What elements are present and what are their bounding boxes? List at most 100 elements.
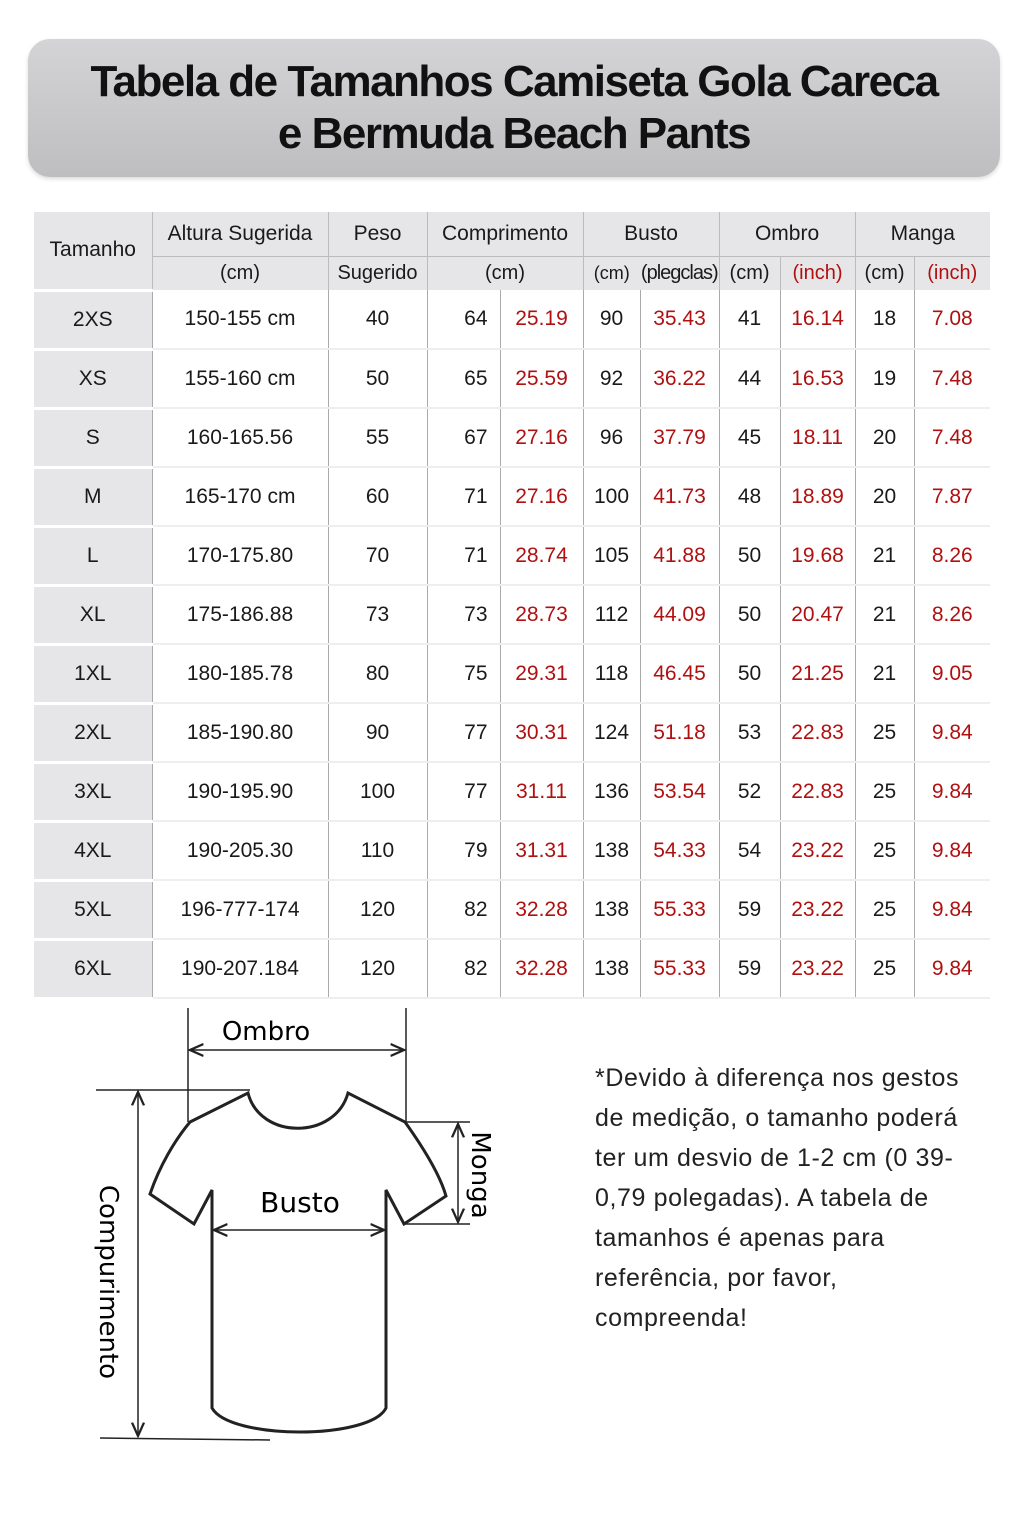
cell-length-cm: 71 [426, 467, 500, 527]
cell-length-in: 31.31 [499, 821, 584, 881]
cell-length-cm: 82 [426, 939, 500, 999]
label-bust: Busto [260, 1186, 340, 1219]
cell-size: 2XL [34, 701, 152, 764]
cell-sleeve-in: 7.48 [913, 408, 991, 468]
cell-height: 165-170 cm [151, 467, 328, 527]
cell-size: 3XL [34, 760, 152, 823]
header-bust-in: (plegclas) [640, 256, 720, 290]
cell-weight: 100 [327, 762, 427, 822]
cell-length-cm: 82 [426, 880, 500, 940]
cell-shoulder-in: 18.89 [779, 467, 856, 527]
cell-bust-cm: 138 [582, 880, 641, 940]
cell-sleeve-cm: 21 [854, 644, 915, 704]
cell-bust-in: 36.22 [639, 349, 720, 409]
cell-shoulder-in: 22.83 [779, 762, 856, 822]
cell-height: 190-205.30 [151, 821, 328, 881]
cell-bust-cm: 92 [582, 349, 641, 409]
cell-weight: 110 [327, 821, 427, 881]
cell-shoulder-cm: 53 [718, 703, 781, 763]
cell-weight: 60 [327, 467, 427, 527]
cell-length-in: 32.28 [499, 939, 584, 999]
table-row: 3XL 190-195.90 100 77 31.11 136 53.54 52 22.83 25… [34, 760, 991, 823]
cell-height: 155-160 cm [151, 349, 328, 409]
cell-shoulder-in: 21.25 [779, 644, 856, 704]
cell-length-cm: 71 [426, 526, 500, 586]
cell-weight: 90 [327, 703, 427, 763]
cell-shoulder-in: 20.47 [779, 585, 856, 645]
cell-sleeve-in: 7.87 [913, 467, 991, 527]
table-row: L 170-175.80 70 71 28.74 105 41.88 50 19.68 21 8.2… [34, 524, 991, 587]
cell-sleeve-cm: 25 [854, 703, 915, 763]
header-shoulder-cm: (cm) [718, 256, 781, 290]
cell-shoulder-in: 23.22 [779, 821, 856, 881]
cell-weight: 120 [327, 939, 427, 999]
cell-bust-cm: 136 [582, 762, 641, 822]
cell-shoulder-cm: 50 [718, 644, 781, 704]
header-sleeve-cm: (cm) [854, 256, 915, 290]
cell-height: 160-165.56 [151, 408, 328, 468]
header-shoulder: Ombro [718, 212, 856, 257]
cell-length-in: 28.74 [499, 526, 584, 586]
table-row: XS 155-160 cm 50 65 25.59 92 36.22 44 16.53 19 7.4… [34, 347, 991, 410]
cell-sleeve-in: 8.26 [913, 585, 991, 645]
table-row: 6XL 190-207.184 120 82 32.28 138 55.33 59 23.22 2… [34, 937, 991, 1000]
cell-shoulder-in: 16.14 [779, 290, 856, 350]
cell-size: 2XS [34, 288, 152, 351]
cell-weight: 70 [327, 526, 427, 586]
cell-shoulder-in: 19.68 [779, 526, 856, 586]
cell-sleeve-in: 8.26 [913, 526, 991, 586]
cell-shoulder-cm: 50 [718, 526, 781, 586]
cell-sleeve-in: 9.84 [913, 703, 991, 763]
cell-shoulder-cm: 45 [718, 408, 781, 468]
cell-sleeve-cm: 18 [854, 290, 915, 350]
tshirt-outline [148, 1090, 448, 1434]
cell-size: L [34, 524, 152, 587]
cell-weight: 120 [327, 880, 427, 940]
cell-bust-in: 53.54 [639, 762, 720, 822]
header-weight: Peso [327, 212, 427, 257]
cell-sleeve-in: 9.84 [913, 821, 991, 881]
cell-bust-cm: 105 [582, 526, 641, 586]
cell-bust-cm: 118 [582, 644, 641, 704]
cell-weight: 50 [327, 349, 427, 409]
table-row: XL 175-186.88 73 73 28.73 112 44.09 50 20.47 21 8.… [34, 583, 991, 646]
cell-shoulder-in: 22.83 [779, 703, 856, 763]
cell-sleeve-cm: 25 [854, 821, 915, 881]
cell-shoulder-cm: 54 [718, 821, 781, 881]
table-row: 2XL 185-190.80 90 77 30.31 124 51.18 53 22.83 25 9… [34, 701, 991, 764]
cell-shoulder-cm: 59 [718, 880, 781, 940]
header-height-unit: (cm) [151, 256, 328, 290]
cell-bust-in: 54.33 [639, 821, 720, 881]
header-bust-cm: (cm) [582, 256, 641, 290]
cell-weight: 55 [327, 408, 427, 468]
cell-height: 170-175.80 [151, 526, 328, 586]
size-table: Tamanho Altura Sugerida Peso Comprimento… [34, 212, 991, 1000]
table-row: M 165-170 cm 60 71 27.16 100 41.73 48 18.89 20 7.8… [34, 465, 991, 528]
cell-sleeve-in: 9.05 [913, 644, 991, 704]
cell-shoulder-cm: 48 [718, 467, 781, 527]
cell-sleeve-cm: 25 [854, 762, 915, 822]
cell-bust-in: 35.43 [639, 290, 720, 350]
table-row: 5XL 196-777-174 120 82 32.28 138 55.33 59 23.22 2… [34, 878, 991, 941]
cell-length-in: 25.59 [499, 349, 584, 409]
cell-bust-in: 55.33 [639, 880, 720, 940]
cell-size: XS [34, 347, 152, 410]
cell-sleeve-cm: 25 [854, 880, 915, 940]
header-weight-unit: Sugerido [327, 256, 427, 290]
cell-length-in: 25.19 [499, 290, 584, 350]
cell-size: 6XL [34, 937, 152, 1000]
table-row: 1XL 180-185.78 80 75 29.31 118 46.45 50 21.25 21 9… [34, 642, 991, 705]
cell-length-cm: 77 [426, 703, 500, 763]
cell-weight: 73 [327, 585, 427, 645]
cell-bust-in: 55.33 [639, 939, 720, 999]
label-sleeve: Monga [465, 1131, 495, 1218]
cell-bust-cm: 112 [582, 585, 641, 645]
cell-height: 190-195.90 [151, 762, 328, 822]
cell-length-in: 31.11 [499, 762, 584, 822]
cell-bust-cm: 90 [582, 290, 641, 350]
title-banner: Tabela de Tamanhos Camiseta Gola Careca … [28, 39, 1000, 177]
cell-shoulder-in: 18.11 [779, 408, 856, 468]
cell-size: S [34, 406, 152, 469]
cell-shoulder-cm: 59 [718, 939, 781, 999]
